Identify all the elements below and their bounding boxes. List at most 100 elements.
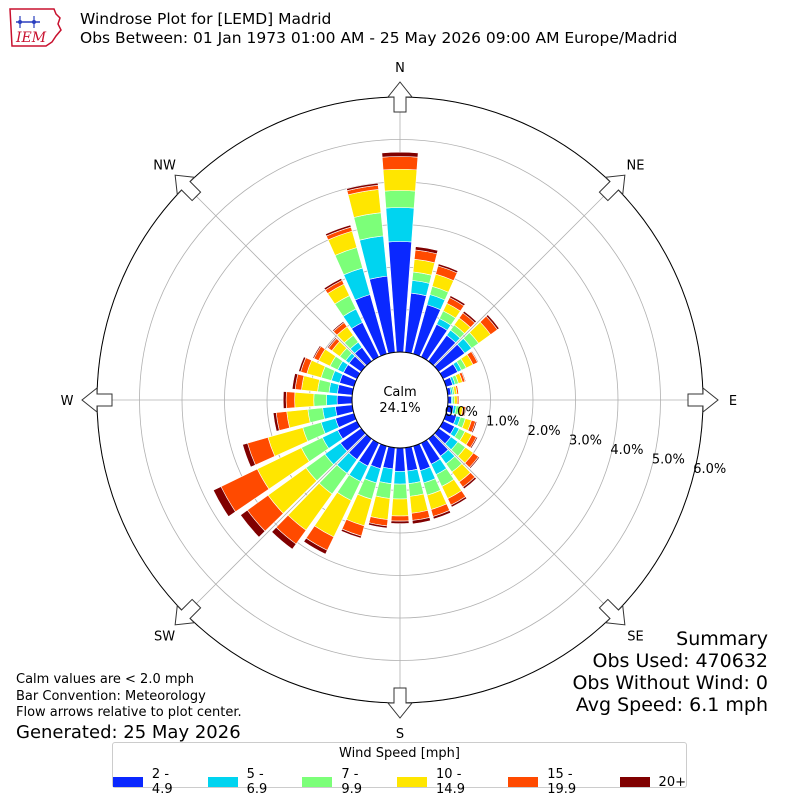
flow-arrows-note: Flow arrows relative to plot center.: [16, 705, 242, 720]
radial-tick-label: 1.0%: [486, 414, 519, 429]
iem-logo: IEM: [9, 8, 62, 47]
summary-box: Summary Obs Used: 470632 Obs Without Win…: [572, 628, 768, 716]
radial-tick-label: 3.0%: [569, 433, 602, 448]
summary-heading: Summary: [676, 628, 768, 650]
grid-spoke: [185, 185, 367, 367]
calm-label: Calm: [383, 385, 416, 400]
compass-label: NE: [626, 159, 644, 174]
legend-label: 10 - 14.9: [436, 767, 465, 797]
compass-label: SE: [627, 629, 643, 644]
bar-convention-note: Bar Convention: Meteorology: [16, 688, 206, 704]
flow-arrow-icon: [174, 598, 202, 626]
flow-arrow-icon: [598, 598, 626, 626]
wind-bar-segment: [286, 409, 311, 429]
legend-label: 7 - 9.9: [341, 767, 363, 797]
wind-bar-segment: [390, 515, 410, 522]
legend-swatch: [113, 777, 143, 787]
wind-bar-segment: [326, 394, 338, 406]
wind-bar-segment: [378, 466, 394, 485]
legend-item: 10 - 14.9: [397, 767, 494, 797]
legend-swatch: [508, 777, 539, 787]
compass-label: E: [729, 394, 737, 409]
wind-bar-segment: [291, 373, 299, 390]
wind-bar-segment: [393, 470, 407, 485]
legend-swatch: [207, 777, 238, 787]
radial-tick-label: 0.0%: [445, 405, 478, 420]
flow-arrow-icon: [386, 81, 414, 113]
wind-bar-segment: [432, 510, 452, 520]
flow-arrow-icon: [81, 386, 113, 414]
summary-obs-used: Obs Used: 470632: [592, 650, 768, 672]
wind-bar-segment: [242, 442, 256, 468]
wind-bar-segment: [282, 391, 287, 409]
wind-bar-segment: [456, 385, 460, 395]
wind-bar-segment: [240, 509, 266, 538]
wind-bar-segment: [382, 168, 418, 192]
radial-tick-label: 4.0%: [610, 443, 643, 458]
wind-bar-segment: [384, 190, 416, 209]
wind-bar-segment: [485, 314, 500, 331]
wind-bar-segment: [285, 391, 296, 409]
summary-avg-speed: Avg Speed: 6.1 mph: [575, 694, 768, 716]
wind-bar-segment: [336, 395, 353, 405]
plot-subtitle: Obs Between: 01 Jan 1973 01:00 AM - 25 M…: [80, 29, 678, 47]
flow-arrow-icon: [687, 386, 719, 414]
compass-label: W: [61, 394, 74, 409]
wind-bar-segment: [470, 350, 479, 363]
legend-swatch: [397, 777, 428, 787]
calm-value: 24.1%: [379, 401, 420, 416]
legend-swatch: [619, 777, 650, 787]
wind-bar-segment: [370, 495, 391, 520]
legend-swatch: [302, 777, 333, 787]
header: Windrose Plot for [LEMD] Madrid Obs Betw…: [80, 10, 677, 48]
wind-bar-segment: [326, 337, 338, 349]
wind-bar-segment: [409, 493, 429, 514]
wind-bar-segment: [462, 310, 477, 324]
wind-bar-segment: [346, 182, 379, 192]
plot-title: Windrose Plot for [LEMD] Madrid: [80, 10, 332, 28]
legend-item: 15 - 19.9: [508, 767, 605, 797]
wind-bar-segment: [450, 496, 468, 508]
legend-label: 15 - 19.9: [547, 767, 577, 797]
legend-label: 2 - 4.9: [151, 767, 173, 797]
calm-circle: [351, 351, 449, 449]
wind-bar-segment: [385, 207, 415, 243]
wind-bar-segment: [392, 483, 408, 500]
compass-label: NW: [153, 159, 176, 174]
wind-bar-segment: [390, 520, 410, 524]
legend-label: 5 - 6.9: [246, 767, 268, 797]
wind-bar-segment: [212, 486, 236, 517]
legend-items: 2 - 4.9 5 - 6.9 7 - 9.9 10 - 14.9 15 - 1…: [113, 767, 686, 797]
wind-bar-segment: [449, 295, 466, 307]
wind-bar-segment: [469, 436, 479, 449]
legend-item: 7 - 9.9: [302, 767, 383, 797]
calm-note: Calm values are < 2.0 mph: [16, 672, 195, 687]
wind-bar-segment: [411, 517, 431, 525]
wind-bar-segment: [453, 395, 458, 405]
wind-bar-segment: [313, 393, 328, 407]
wind-bar-segment: [303, 537, 328, 555]
wind-bar-segment: [312, 345, 322, 359]
flow-arrow-icon: [174, 174, 202, 202]
radial-tick-label: 2.0%: [528, 424, 561, 439]
radial-tick-label: 5.0%: [652, 453, 685, 468]
wind-bar-segment: [368, 522, 388, 529]
grid-spoke: [433, 185, 615, 367]
wind-bar-segment: [381, 151, 419, 158]
wind-bar-segment: [469, 456, 481, 469]
wind-bar-segment: [463, 406, 467, 417]
wind-bar-segment: [298, 356, 307, 373]
radial-tick-label: 6.0%: [693, 462, 726, 477]
wind-bar-segment: [461, 371, 467, 382]
legend: Wind Speed [mph] 2 - 4.9 5 - 6.9 7 - 9.9…: [112, 742, 687, 797]
wind-bar-segment: [408, 481, 425, 497]
wind-bar-segment: [325, 224, 352, 237]
summary-obs-without-wind: Obs Without Wind: 0: [572, 672, 768, 694]
wind-bar-segment: [391, 498, 409, 517]
wind-bar-segment: [301, 375, 321, 392]
wind-bar-segment: [271, 526, 297, 550]
grid-spoke: [433, 433, 615, 615]
wind-bar-segment: [294, 391, 315, 409]
compass-label: SW: [154, 629, 175, 644]
